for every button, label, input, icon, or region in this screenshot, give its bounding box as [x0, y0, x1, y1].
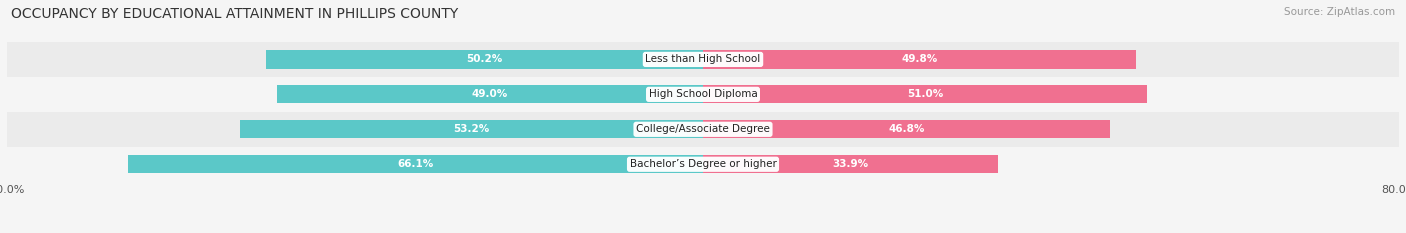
Text: 49.8%: 49.8%	[901, 55, 938, 64]
Text: Bachelor’s Degree or higher: Bachelor’s Degree or higher	[630, 159, 776, 169]
Bar	[7, 77, 1399, 112]
Bar	[703, 85, 1147, 103]
Text: 50.2%: 50.2%	[467, 55, 503, 64]
Text: 46.8%: 46.8%	[889, 124, 925, 134]
Bar	[240, 120, 703, 138]
Text: 33.9%: 33.9%	[832, 159, 869, 169]
Bar	[128, 155, 703, 173]
Text: College/Associate Degree: College/Associate Degree	[636, 124, 770, 134]
Text: 49.0%: 49.0%	[472, 89, 508, 99]
Text: 53.2%: 53.2%	[454, 124, 489, 134]
Bar	[7, 112, 1399, 147]
Bar	[703, 155, 998, 173]
Bar	[277, 85, 703, 103]
Bar	[7, 147, 1399, 182]
Bar	[266, 50, 703, 69]
Text: 51.0%: 51.0%	[907, 89, 943, 99]
Bar	[703, 50, 1136, 69]
Text: OCCUPANCY BY EDUCATIONAL ATTAINMENT IN PHILLIPS COUNTY: OCCUPANCY BY EDUCATIONAL ATTAINMENT IN P…	[11, 7, 458, 21]
Text: High School Diploma: High School Diploma	[648, 89, 758, 99]
Text: 66.1%: 66.1%	[398, 159, 433, 169]
Bar	[703, 120, 1111, 138]
Text: Less than High School: Less than High School	[645, 55, 761, 64]
Bar	[7, 42, 1399, 77]
Text: Source: ZipAtlas.com: Source: ZipAtlas.com	[1284, 7, 1395, 17]
